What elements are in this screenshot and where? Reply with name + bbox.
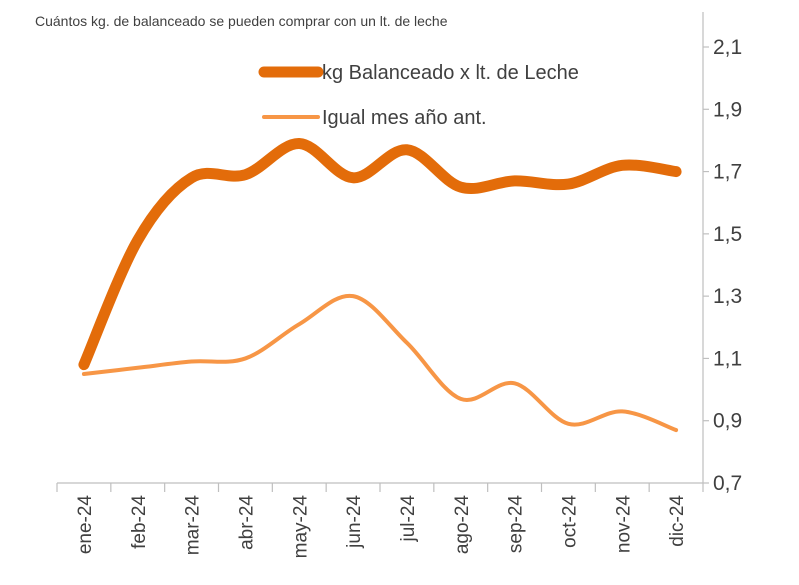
- y-tick-label: 0,7: [713, 472, 742, 495]
- y-tick-label: 1,5: [713, 223, 742, 246]
- legend-label: kg Balanceado x lt. de Leche: [322, 62, 579, 84]
- legend-label: Igual mes año ant.: [322, 107, 487, 129]
- y-tick-label: 2,1: [713, 36, 742, 59]
- y-tick-label: 1,9: [713, 98, 742, 121]
- x-tick-label: ago-24: [452, 495, 473, 555]
- series-line: [78, 138, 682, 371]
- x-tick-label: feb-24: [129, 495, 150, 549]
- y-tick-label: 1,7: [713, 161, 742, 184]
- chart-title: Cuántos kg. de balanceado se pueden comp…: [35, 13, 448, 29]
- x-tick-label: oct-24: [559, 495, 580, 548]
- x-tick-label: jun-24: [344, 495, 365, 549]
- x-tick-label: sep-24: [506, 495, 527, 554]
- y-tick-label: 0,9: [713, 410, 742, 433]
- series-line: [81, 293, 679, 433]
- x-tick-label: abr-24: [236, 495, 257, 550]
- x-tick-label: may-24: [290, 495, 311, 559]
- x-tick-label: nov-24: [613, 495, 634, 554]
- y-tick-label: 1,3: [713, 285, 742, 308]
- y-tick-label: 1,1: [713, 347, 742, 370]
- x-tick-label: ene-24: [75, 495, 96, 555]
- x-tick-label: jul-24: [398, 495, 419, 543]
- x-tick-label: mar-24: [183, 495, 204, 556]
- x-tick-label: dic-24: [667, 495, 688, 547]
